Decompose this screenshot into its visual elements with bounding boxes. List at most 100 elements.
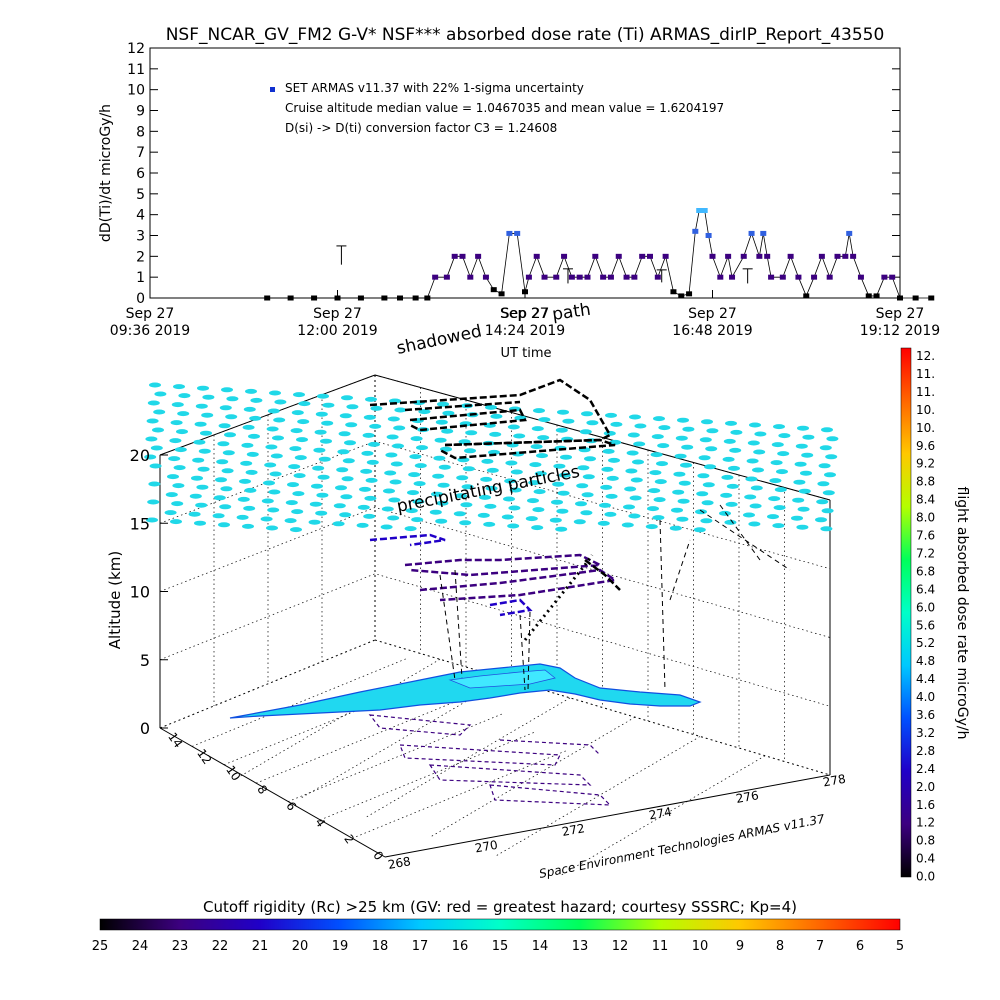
dose-series-points <box>264 208 935 301</box>
legend-entry: SET ARMAS v11.37 with 22% 1-sigma uncert… <box>285 81 584 95</box>
y-tick-label: 4 <box>136 208 145 224</box>
data-point <box>568 274 575 280</box>
particle-dash <box>529 462 542 468</box>
particle-dash <box>626 450 639 456</box>
particle-dash <box>767 514 779 520</box>
particle-dash <box>560 454 572 460</box>
particle-dash <box>144 454 157 460</box>
particle-dash <box>513 433 526 439</box>
dose-tick-label: 5.6 <box>916 618 935 632</box>
particle-dash <box>730 429 743 435</box>
y-tick-label: 1 <box>136 270 145 286</box>
dose-tick-label: 11. <box>916 367 935 381</box>
particle-dash <box>510 469 523 475</box>
particle-dash <box>722 456 735 462</box>
particle-dash <box>188 511 201 517</box>
particle-dash <box>336 467 349 473</box>
data-point <box>615 253 622 259</box>
particle-dash <box>821 508 834 514</box>
particle-dash <box>720 492 733 498</box>
wall-grid-line <box>159 573 831 707</box>
particle-dash <box>284 518 297 524</box>
particle-dash <box>773 505 786 511</box>
particle-dash <box>380 524 393 530</box>
particle-dash <box>149 463 162 469</box>
particle-dash <box>797 506 810 512</box>
y-tick-label: 5 <box>136 187 145 203</box>
particle-dash <box>748 521 761 527</box>
upper-track-segment <box>404 400 521 412</box>
particle-dash <box>317 393 329 399</box>
particle-dash <box>504 478 517 484</box>
data-point <box>811 274 818 280</box>
particle-dash <box>236 514 249 520</box>
data-point <box>709 253 716 259</box>
particle-dash <box>308 519 321 525</box>
particle-dash <box>293 473 306 479</box>
particle-dash <box>695 509 707 515</box>
particle-dash <box>723 438 736 444</box>
particle-dash <box>768 496 781 502</box>
longitude-tick-label: 268 <box>387 854 412 872</box>
particle-dash <box>792 497 805 503</box>
altitude-tick-label: 15 <box>130 514 150 533</box>
particle-dash <box>248 433 260 439</box>
particle-dash <box>411 517 424 523</box>
particle-dash <box>383 488 395 494</box>
data-point <box>584 274 591 280</box>
particle-dash <box>365 396 377 402</box>
particle-dash <box>651 434 664 440</box>
particle-dash <box>264 462 277 468</box>
particle-dash <box>774 487 787 493</box>
particle-dash <box>658 425 671 431</box>
particle-dash <box>525 516 538 522</box>
particle-dash <box>225 414 238 420</box>
particle-dash <box>222 450 235 456</box>
particle-dash <box>820 526 833 532</box>
particle-dash <box>197 466 210 472</box>
altitude-tick-label: 0 <box>140 719 150 738</box>
particle-dash <box>215 477 227 483</box>
particle-dash <box>333 503 346 509</box>
latitude-tick-label: 4 <box>312 816 328 830</box>
particle-dash <box>557 490 570 496</box>
rigidity-tick-label: 11 <box>652 939 669 954</box>
particle-dash <box>194 421 207 427</box>
particle-dash <box>168 456 181 462</box>
particle-dash <box>503 496 515 502</box>
particle-dash <box>365 477 378 483</box>
particle-dash <box>573 519 586 525</box>
y-tick-label: 11 <box>127 62 145 78</box>
particle-dash <box>678 480 691 486</box>
floor-grid-line <box>364 697 571 819</box>
dose-tick-label: 0.0 <box>916 870 935 884</box>
particle-dash <box>696 491 709 497</box>
particle-dash <box>361 450 374 456</box>
particle-dash <box>293 392 305 398</box>
particle-dash <box>553 463 566 469</box>
particle-dash <box>551 499 563 505</box>
particle-dash <box>610 421 623 427</box>
particle-dash <box>311 483 323 489</box>
particle-dash <box>314 429 327 435</box>
particle-dash <box>435 518 448 524</box>
particle-dash <box>387 515 400 521</box>
particle-dash <box>441 428 454 434</box>
particle-dash <box>654 479 667 485</box>
dose-tick-label: 0.8 <box>916 834 935 848</box>
particle-dash <box>702 482 715 488</box>
dose-colorbar-bar <box>900 347 912 878</box>
rigidity-colorbar-label: Cutoff rigidity (Rc) >25 km (GV: red = g… <box>203 898 797 916</box>
particle-dash <box>269 390 281 396</box>
dose-tick-label: 9.2 <box>916 457 935 471</box>
particle-dash <box>267 507 280 513</box>
particle-dash <box>170 519 182 525</box>
particle-dash <box>312 465 325 471</box>
legend-marker <box>270 87 275 92</box>
middle-track-segment <box>404 553 605 577</box>
x-tick-label-date: Sep 27 <box>876 306 925 322</box>
flight-path-middle <box>369 533 621 617</box>
floor-track-segment <box>428 764 592 786</box>
particle-dash <box>577 465 590 471</box>
particle-dash <box>501 514 514 520</box>
